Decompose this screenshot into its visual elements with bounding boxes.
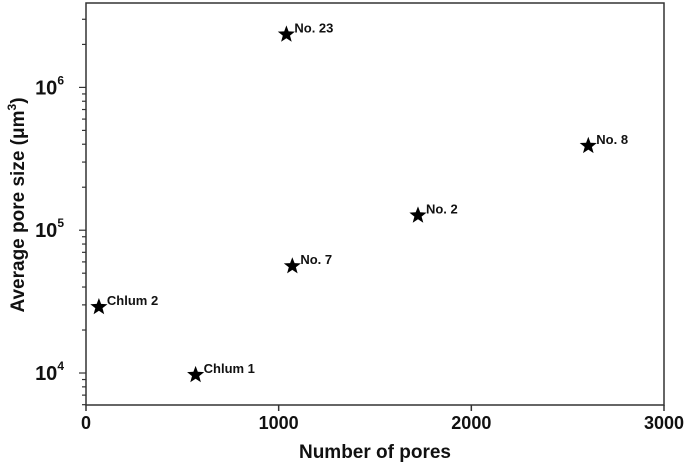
star-marker bbox=[187, 365, 205, 383]
point-label: No. 8 bbox=[596, 132, 628, 147]
x-tick-label: 0 bbox=[81, 413, 91, 433]
star-marker bbox=[409, 206, 427, 223]
point-label: No. 7 bbox=[300, 252, 332, 267]
x-tick-label: 1000 bbox=[259, 413, 299, 433]
y-tick-label: 104 bbox=[35, 359, 64, 385]
point-label: Chlum 1 bbox=[204, 361, 255, 376]
star-marker bbox=[277, 25, 295, 42]
x-tick-label: 3000 bbox=[644, 413, 684, 433]
point-label: Chlum 2 bbox=[107, 293, 158, 308]
star-marker bbox=[579, 136, 597, 154]
plot-frame bbox=[85, 2, 665, 406]
x-axis-label: Number of pores bbox=[299, 442, 451, 463]
star-marker bbox=[283, 257, 301, 274]
point-label: No. 2 bbox=[426, 201, 458, 216]
x-tick-label: 2000 bbox=[451, 413, 491, 433]
y-axis-label: Average pore size (μm3) bbox=[5, 97, 29, 312]
y-tick-label: 106 bbox=[35, 73, 64, 99]
star-marker bbox=[90, 298, 108, 315]
y-tick-label: 105 bbox=[35, 216, 64, 242]
point-label: No. 23 bbox=[294, 20, 333, 35]
